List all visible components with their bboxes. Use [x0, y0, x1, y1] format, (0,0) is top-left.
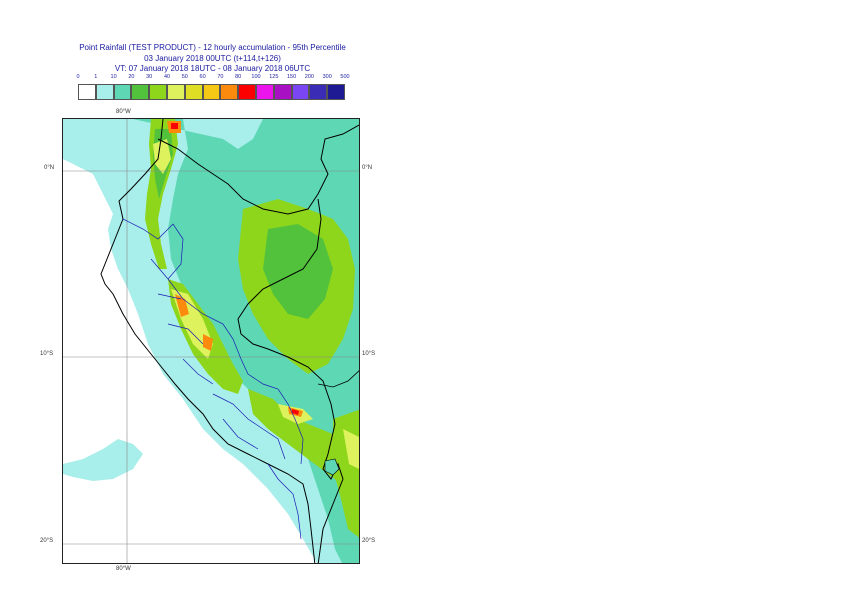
legend-swatch [95, 84, 114, 100]
very-heavy-rain-1 [153, 139, 171, 174]
legend-swatch [291, 84, 310, 100]
extreme-rain-1-core [171, 123, 178, 129]
map-svg [63, 119, 359, 563]
legend-swatch [202, 84, 221, 100]
legend-swatch [113, 84, 132, 100]
legend-tick-label: 40 [163, 74, 171, 80]
extreme-rain-3 [203, 334, 213, 351]
legend-tick-label: 20 [128, 74, 135, 80]
legend-tick-label: 50 [181, 74, 188, 80]
legend-swatch [131, 84, 150, 100]
legend-swatch [149, 84, 167, 100]
lat-label-right-0: 0°N [362, 165, 373, 171]
very-heavy-rain-4 [343, 429, 359, 469]
lat-label-left-20s: 20°S [40, 538, 54, 544]
legend-swatch [184, 84, 203, 100]
lon-label-bottom: 80°W [116, 566, 131, 572]
legend-tick-label: 30 [146, 74, 153, 80]
legend-tick-label: 60 [199, 74, 206, 80]
legend-tick-label: 70 [217, 74, 224, 80]
legend-tick-label: 500 [340, 74, 350, 80]
colorbar-legend: 0 1 10 20 30 40 50 60 70 80 100 125 150 200 300 500 [76, 74, 350, 102]
legend-swatch [309, 84, 328, 100]
validity-time: VT: 07 January 2018 18UTC - 08 January 2… [114, 64, 311, 73]
extreme-rain-4-core [292, 409, 299, 415]
legend-tick-label: 300 [322, 74, 332, 80]
legend-swatch [256, 84, 274, 100]
rainfall-map [62, 118, 360, 564]
run-time: 03 January 2018 00UTC (t+114,t+126) [144, 54, 281, 63]
extreme-rain-2 [175, 294, 189, 317]
legend-tick-label: 125 [269, 74, 279, 80]
legend-tick-label: 10 [110, 74, 117, 80]
country-border [157, 124, 359, 215]
legend-swatch [238, 84, 256, 100]
legend-tick-label: 150 [287, 74, 297, 80]
lat-label-right-10s: 10°S [362, 351, 376, 357]
legend-tick-label: 80 [235, 74, 242, 80]
lon-label-top: 80°W [116, 109, 131, 115]
legend-tick-label: 200 [304, 74, 314, 80]
region-borders [122, 218, 304, 540]
legend-swatch [220, 84, 239, 100]
legend-tick-label: 100 [251, 74, 261, 80]
light-rain-offshore-south [63, 439, 143, 481]
legend-swatch [327, 84, 345, 100]
legend-tick-label: 0 [76, 74, 80, 80]
legend-swatch [273, 84, 292, 100]
chart-title: Point Rainfall (TEST PRODUCT) - 12 hourl… [79, 43, 346, 52]
coastline [100, 119, 316, 563]
country-border-inner [317, 370, 359, 388]
lake-titicaca [324, 458, 340, 476]
legend-tick-label: 1 [94, 74, 98, 80]
country-border-east [237, 198, 344, 563]
legend-swatch [78, 84, 96, 100]
legend-swatch [167, 84, 185, 100]
lat-label-right-20s: 20°S [362, 538, 376, 544]
lat-label-left-0: 0°N [44, 165, 55, 171]
lat-label-left-10s: 10°S [40, 351, 54, 357]
